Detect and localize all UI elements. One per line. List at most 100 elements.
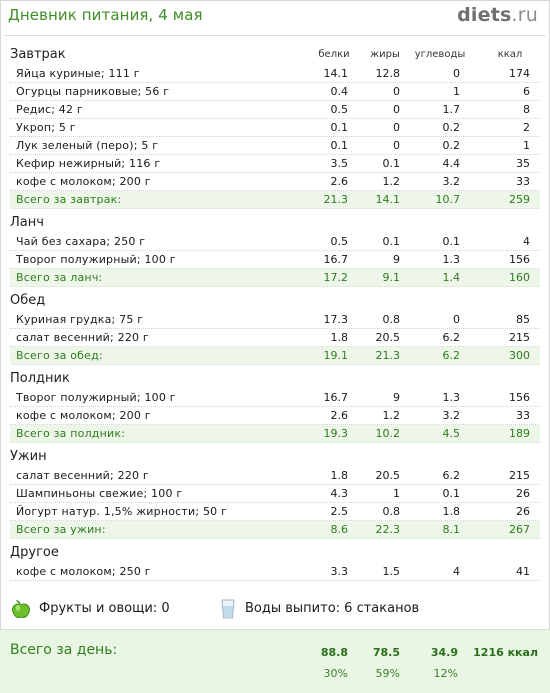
food-name: Творог полужирный; 100 г (16, 391, 176, 404)
carbs-value: 0.2 (442, 139, 461, 152)
food-row[interactable]: Йогурт натур. 1,5% жирности; 50 г 2.5 0.… (10, 503, 540, 521)
kcal-value: 4 (523, 235, 530, 248)
section-breakfast: Завтрак белки жиры углеводы ккал (10, 45, 540, 65)
kcal-value: 26 (516, 505, 530, 518)
section-title: Обед (10, 293, 46, 308)
logo-tld: .ru (511, 4, 538, 26)
fat-value: 0.1 (382, 235, 401, 248)
food-name: Огурцы парниковые; 56 г (16, 85, 170, 98)
food-name: Укроп; 5 г (16, 121, 76, 134)
site-logo[interactable]: diets.ru (457, 4, 538, 26)
day-protein-total: 88.8 (320, 646, 348, 659)
carbs-value: 0 (453, 313, 460, 326)
column-header-protein: белки (318, 49, 350, 60)
fat-value: 1.2 (382, 175, 401, 188)
kcal-total: 259 (509, 193, 530, 206)
kcal-total: 267 (509, 523, 530, 536)
fat-value: 0 (393, 121, 400, 134)
carbs-value: 1.8 (442, 505, 461, 518)
protein-total: 17.2 (323, 271, 349, 284)
food-name: салат весенний; 220 г (16, 469, 149, 482)
day-fat-percent: 59% (375, 667, 400, 680)
food-row[interactable]: кофе с молоком; 200 г 2.6 1.2 3.2 33 (10, 173, 540, 191)
protein-value: 1.8 (330, 469, 349, 482)
total-row-supper: Всего за ужин: 8.6 22.3 8.1 267 (10, 521, 540, 539)
food-name: Йогурт натур. 1,5% жирности; 50 г (16, 505, 228, 518)
food-row[interactable]: Редис; 42 г 0.5 0 1.7 8 (10, 101, 540, 119)
kcal-value: 33 (516, 175, 530, 188)
protein-total: 19.3 (323, 427, 349, 440)
total-row-breakfast: Всего за завтрак: 21.3 14.1 10.7 259 (10, 191, 540, 209)
fat-value: 9 (393, 391, 400, 404)
kcal-value: 85 (516, 313, 530, 326)
kcal-total: 189 (509, 427, 530, 440)
carbs-total: 1.4 (442, 271, 461, 284)
fat-total: 22.3 (375, 523, 401, 536)
carbs-value: 1.3 (442, 253, 461, 266)
fat-value: 0.1 (382, 157, 401, 170)
fat-total: 10.2 (375, 427, 401, 440)
day-carbs-percent: 12% (433, 667, 458, 680)
fat-total: 9.1 (382, 271, 401, 284)
kcal-value: 1 (523, 139, 530, 152)
food-row[interactable]: кофе с молоком; 250 г 3.3 1.5 4 41 (10, 563, 540, 581)
food-row[interactable]: Яйца куриные; 111 г 14.1 12.8 0 174 (10, 65, 540, 83)
food-row[interactable]: Кефир нежирный; 116 г 3.5 0.1 4.4 35 (10, 155, 540, 173)
header-divider (4, 35, 546, 36)
food-row[interactable]: Творог полужирный; 100 г 16.7 9 1.3 156 (10, 389, 540, 407)
total-label: Всего за ужин: (16, 523, 106, 536)
food-name: Кефир нежирный; 116 г (16, 157, 161, 170)
protein-total: 19.1 (323, 349, 349, 362)
food-row[interactable]: Куриная грудка; 75 г 17.3 0.8 0 85 (10, 311, 540, 329)
food-row[interactable]: кофе с молоком; 200 г 2.6 1.2 3.2 33 (10, 407, 540, 425)
protein-value: 2.6 (330, 175, 349, 188)
food-row[interactable]: Творог полужирный; 100 г 16.7 9 1.3 156 (10, 251, 540, 269)
food-name: Лук зеленый (перо); 5 г (16, 139, 159, 152)
total-row-lunch: Всего за ланч: 17.2 9.1 1.4 160 (10, 269, 540, 287)
total-row-snack: Всего за полдник: 19.3 10.2 4.5 189 (10, 425, 540, 443)
protein-total: 21.3 (323, 193, 349, 206)
kcal-value: 215 (509, 469, 530, 482)
protein-value: 0.5 (330, 103, 349, 116)
section-lunch: Ланч (10, 213, 540, 233)
day-fat-total: 78.5 (372, 646, 400, 659)
kcal-value: 215 (509, 331, 530, 344)
food-name: Творог полужирный; 100 г (16, 253, 176, 266)
food-name: Яйца куриные; 111 г (16, 67, 140, 80)
food-row[interactable]: Шампиньоны свежие; 100 г 4.3 1 0.1 26 (10, 485, 540, 503)
section-title: Другое (10, 545, 59, 560)
section-title: Ланч (10, 215, 44, 230)
water-label: Воды выпито: 6 стаканов (245, 601, 420, 616)
fat-value: 9 (393, 253, 400, 266)
glass-icon (221, 599, 235, 619)
food-name: Шампиньоны свежие; 100 г (16, 487, 183, 500)
protein-value: 3.5 (330, 157, 349, 170)
carbs-value: 3.2 (442, 409, 461, 422)
food-row[interactable]: Лук зеленый (перо); 5 г 0.1 0 0.2 1 (10, 137, 540, 155)
protein-value: 16.7 (323, 391, 349, 404)
carbs-value: 0.2 (442, 121, 461, 134)
food-row[interactable]: салат весенний; 220 г 1.8 20.5 6.2 215 (10, 329, 540, 347)
food-row[interactable]: Укроп; 5 г 0.1 0 0.2 2 (10, 119, 540, 137)
food-name: салат весенний; 220 г (16, 331, 149, 344)
carbs-value: 1.7 (442, 103, 461, 116)
column-header-kcal: ккал (497, 49, 523, 60)
kcal-value: 26 (516, 487, 530, 500)
food-row[interactable]: Чай без сахара; 250 г 0.5 0.1 0.1 4 (10, 233, 540, 251)
fruits-label: Фрукты и овощи: 0 (39, 601, 170, 616)
column-header-carbs: углеводы (414, 49, 466, 60)
protein-value: 0.5 (330, 235, 349, 248)
protein-total: 8.6 (330, 523, 349, 536)
carbs-value: 1.3 (442, 391, 461, 404)
kcal-value: 156 (509, 253, 530, 266)
carbs-total: 4.5 (442, 427, 461, 440)
food-row[interactable]: Огурцы парниковые; 56 г 0.4 0 1 6 (10, 83, 540, 101)
kcal-value: 41 (516, 565, 530, 578)
carbs-total: 10.7 (435, 193, 461, 206)
protein-value: 2.5 (330, 505, 349, 518)
fat-value: 0.8 (382, 505, 401, 518)
column-header-fat: жиры (370, 49, 400, 60)
section-title: Полдник (10, 371, 70, 386)
food-row[interactable]: салат весенний; 220 г 1.8 20.5 6.2 215 (10, 467, 540, 485)
fat-value: 0 (393, 139, 400, 152)
